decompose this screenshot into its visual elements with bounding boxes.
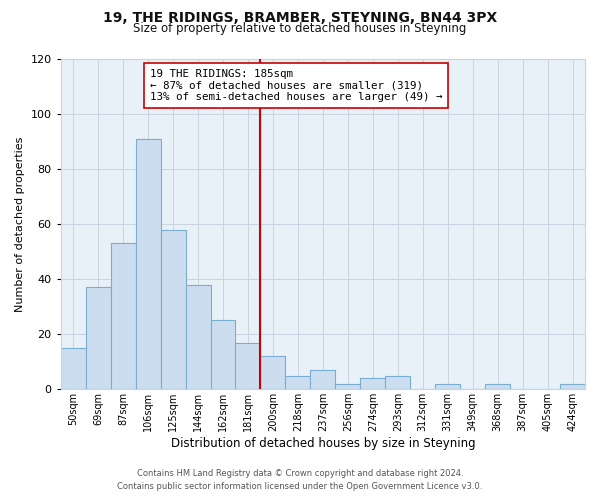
Bar bbox=[136, 139, 161, 390]
Bar bbox=[86, 288, 110, 390]
Bar bbox=[310, 370, 335, 390]
Bar bbox=[211, 320, 235, 390]
Bar bbox=[260, 356, 286, 390]
Bar bbox=[335, 384, 361, 390]
Bar bbox=[435, 384, 460, 390]
Bar bbox=[185, 284, 211, 390]
Bar bbox=[361, 378, 385, 390]
Bar bbox=[61, 348, 86, 390]
Bar bbox=[161, 230, 185, 390]
X-axis label: Distribution of detached houses by size in Steyning: Distribution of detached houses by size … bbox=[170, 437, 475, 450]
Text: 19, THE RIDINGS, BRAMBER, STEYNING, BN44 3PX: 19, THE RIDINGS, BRAMBER, STEYNING, BN44… bbox=[103, 11, 497, 25]
Text: Contains HM Land Registry data © Crown copyright and database right 2024.
Contai: Contains HM Land Registry data © Crown c… bbox=[118, 470, 482, 491]
Bar bbox=[110, 244, 136, 390]
Bar bbox=[485, 384, 510, 390]
Y-axis label: Number of detached properties: Number of detached properties bbox=[15, 136, 25, 312]
Bar bbox=[560, 384, 585, 390]
Bar bbox=[235, 342, 260, 390]
Bar bbox=[286, 376, 310, 390]
Text: Size of property relative to detached houses in Steyning: Size of property relative to detached ho… bbox=[133, 22, 467, 35]
Text: 19 THE RIDINGS: 185sqm
← 87% of detached houses are smaller (319)
13% of semi-de: 19 THE RIDINGS: 185sqm ← 87% of detached… bbox=[150, 69, 442, 102]
Bar bbox=[385, 376, 410, 390]
